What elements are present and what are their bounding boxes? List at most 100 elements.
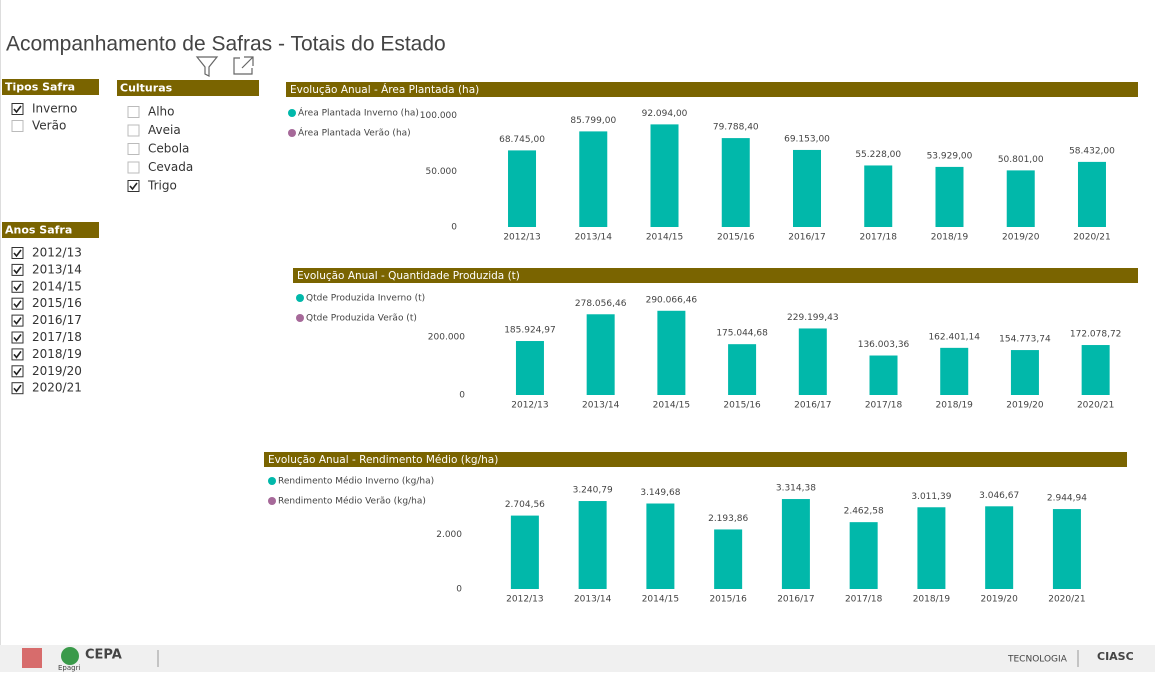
legend-label: Rendimento Médio Inverno (kg/ha) [278, 476, 434, 487]
legend-marker [296, 314, 304, 322]
y-tick-label: 50.000 [426, 167, 458, 177]
bar [1077, 161, 1106, 227]
slicer-item[interactable]: 2012/13 [32, 246, 82, 260]
checkbox[interactable] [11, 348, 24, 361]
data-label: 68.745,00 [499, 135, 545, 145]
slicer-item[interactable]: Trigo [147, 179, 177, 193]
checkbox[interactable] [127, 180, 140, 192]
checkmark [13, 367, 22, 376]
checkbox[interactable] [11, 314, 24, 327]
x-tick-label: 2014/15 [642, 595, 679, 605]
slicer-header [2, 222, 99, 238]
slicer-title: Anos Safra [5, 224, 72, 237]
x-tick-label: 2014/15 [646, 233, 683, 243]
slicer-item[interactable]: 2020/21 [32, 381, 82, 395]
bar [650, 124, 679, 227]
slicer-item[interactable]: Aveia [148, 123, 181, 137]
data-label: 229.199,43 [787, 313, 839, 323]
checkmark [13, 317, 22, 325]
legend-marker [288, 129, 296, 137]
slicer-item[interactable]: 2018/19 [32, 347, 82, 361]
y-tick-label: 2.000 [436, 530, 462, 540]
slicer-item[interactable]: Cevada [148, 160, 193, 174]
slicer-item[interactable]: 2017/18 [32, 330, 82, 344]
slicer-item[interactable]: Cebola [148, 142, 189, 156]
x-tick-label: 2013/14 [582, 401, 620, 411]
slicer-item[interactable]: 2016/17 [32, 313, 82, 327]
checkbox[interactable] [127, 124, 140, 137]
x-tick-label: 2017/18 [860, 233, 898, 243]
bar [985, 506, 1014, 589]
x-tick-label: 2012/13 [511, 401, 548, 411]
bar [793, 149, 821, 227]
checkbox[interactable] [11, 382, 24, 395]
x-tick-label: 2016/17 [794, 401, 831, 411]
legend-label: Qtde Produzida Verão (t) [306, 314, 417, 324]
data-label: 53.929,00 [927, 151, 973, 161]
x-tick-label: 2020/21 [1073, 233, 1110, 243]
y-tick-label: 0 [459, 391, 465, 401]
x-tick-label: 2012/13 [506, 595, 543, 605]
checkbox[interactable] [11, 365, 24, 378]
checkbox[interactable] [11, 247, 24, 259]
checkbox[interactable] [127, 106, 140, 118]
logo-epagri [61, 647, 79, 665]
x-tick-label: 2013/14 [575, 233, 613, 243]
bar [1081, 345, 1110, 395]
slicer-item[interactable]: 2015/16 [32, 296, 82, 310]
focus-icon[interactable] [233, 56, 254, 75]
slicer-title: Tipos Safra [5, 81, 75, 94]
checkmark [13, 283, 22, 292]
data-label: 2.704,56 [505, 500, 545, 510]
bar [721, 138, 750, 227]
checkbox[interactable] [11, 120, 24, 132]
filter-icon[interactable] [195, 56, 219, 77]
x-tick-label: 2020/21 [1077, 401, 1114, 411]
data-label: 3.149,68 [640, 488, 680, 498]
checkmark [13, 334, 22, 342]
data-label: 162.401,14 [928, 332, 980, 342]
x-tick-label: 2015/16 [709, 595, 747, 605]
bar [728, 344, 757, 395]
checkbox[interactable] [11, 297, 24, 310]
checkbox[interactable] [11, 280, 24, 293]
bar [1052, 509, 1081, 589]
data-label: 185.924,97 [504, 326, 556, 336]
x-tick-label: 2020/21 [1048, 595, 1085, 605]
page-title: Acompanhamento de Safras - Totais do Est… [6, 33, 446, 56]
x-tick-label: 2016/17 [788, 233, 825, 243]
logo-cepa: CEPA [85, 648, 122, 663]
bar [1010, 350, 1039, 395]
slicer-header [117, 80, 259, 96]
logo-sc [22, 648, 42, 668]
slicer-item[interactable]: 2014/15 [32, 279, 82, 293]
bar [935, 166, 964, 227]
checkbox[interactable] [127, 143, 140, 155]
checkmark [13, 105, 22, 114]
data-label: 2.944,94 [1047, 494, 1087, 504]
slicer-item[interactable]: Verão [32, 119, 66, 133]
checkbox[interactable] [127, 161, 140, 174]
checkbox[interactable] [11, 331, 24, 344]
chart-header [286, 82, 1138, 97]
legend-marker [288, 109, 296, 117]
legend-marker [268, 477, 276, 485]
logo-epagri-text: Epagri [58, 664, 80, 672]
slicer-item[interactable]: Alho [148, 105, 175, 119]
data-label: 290.066,46 [646, 295, 698, 305]
slicer-item[interactable]: Inverno [32, 102, 77, 116]
data-label: 175.044,68 [716, 329, 768, 339]
checkbox[interactable] [11, 103, 24, 115]
checkmark [13, 300, 22, 308]
slicer-item[interactable]: 2013/14 [32, 262, 82, 276]
bar [586, 314, 615, 395]
data-label: 79.788,40 [713, 123, 759, 133]
data-label: 69.153,00 [784, 134, 830, 144]
slicer-item[interactable]: 2019/20 [32, 364, 82, 378]
x-tick-label: 2015/16 [717, 233, 755, 243]
checkbox[interactable] [11, 263, 24, 276]
chart-header [293, 268, 1138, 283]
bar [869, 355, 898, 395]
chart-title: Evolução Anual - Rendimento Médio (kg/ha… [268, 454, 498, 466]
